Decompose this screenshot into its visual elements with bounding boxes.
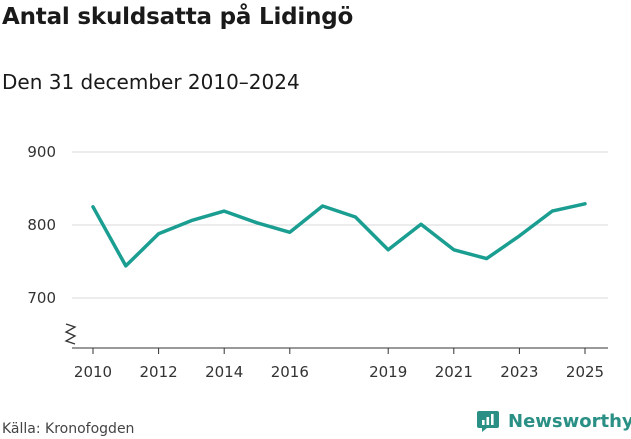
brand-name: Newsworthy [508, 410, 631, 432]
y-tick-label: 700 [27, 289, 56, 307]
axis-break-icon [64, 323, 77, 345]
x-tick-label: 2025 [566, 363, 604, 381]
series [91, 202, 587, 268]
x-tick-label: 2010 [74, 363, 112, 381]
y-tick-label: 900 [27, 143, 56, 161]
x-tick-label: 2016 [271, 363, 309, 381]
brand[interactable]: Newsworthy [476, 409, 631, 433]
tick-labels: 900 800 700 2010 2012 2014 2016 2019 2021 2023 202… [27, 143, 604, 381]
x-axis [72, 347, 608, 354]
chart-subtitle: Den 31 december 2010–2024 [2, 70, 300, 94]
x-tick-label: 2012 [140, 363, 178, 381]
series-line-0 [91, 202, 587, 268]
line-chart: 900 800 700 2010 2012 2014 2016 2019 2021 2023 202… [27, 143, 608, 381]
newsworthy-logo-icon [477, 411, 499, 432]
x-tick-label: 2021 [435, 363, 473, 381]
x-tick-label: 2014 [205, 363, 243, 381]
source-note: Källa: Kronofogden [2, 421, 135, 437]
chart-title: Antal skuldsatta på Lidingö [2, 4, 354, 30]
y-tick-label: 800 [27, 216, 56, 234]
axis-break-zigzag [64, 323, 77, 345]
x-tick-label: 2023 [500, 363, 538, 381]
grid-lines [72, 151, 608, 299]
x-tick-label: 2019 [369, 363, 407, 381]
